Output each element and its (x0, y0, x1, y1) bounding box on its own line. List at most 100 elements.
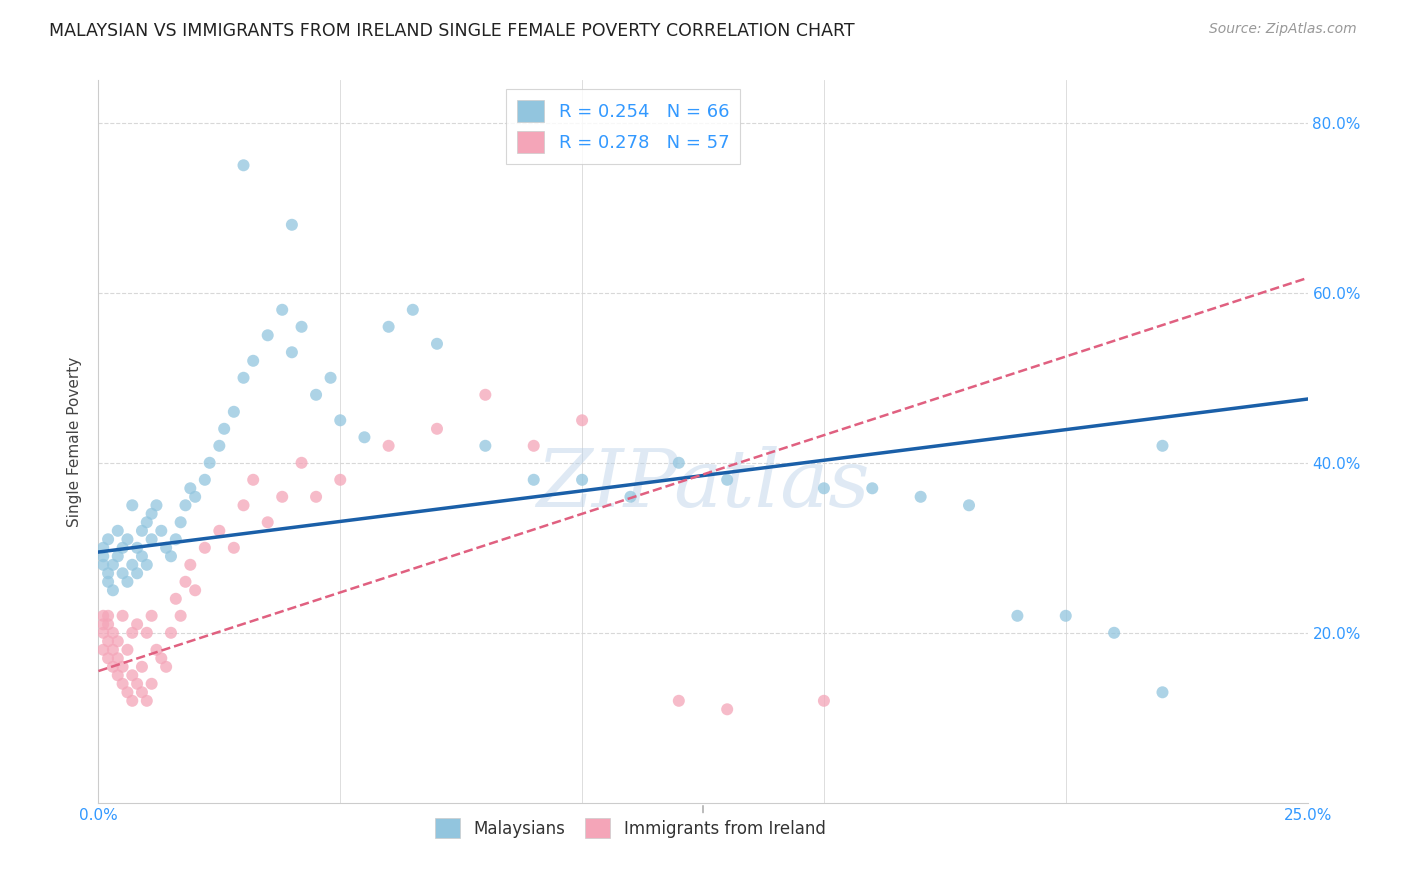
Malaysians (222, 405, 245, 419)
Malaysians (957, 498, 980, 512)
Malaysians (319, 371, 342, 385)
Malaysians (571, 473, 593, 487)
Malaysians (1054, 608, 1077, 623)
Malaysians (194, 473, 217, 487)
Malaysians (426, 336, 449, 351)
Malaysians (474, 439, 496, 453)
Immigrants from Ireland (131, 685, 153, 699)
Immigrants from Ireland (169, 608, 191, 623)
Immigrants from Ireland (101, 642, 124, 657)
Malaysians (111, 566, 134, 581)
Malaysians (97, 566, 120, 581)
Malaysians (101, 558, 124, 572)
Immigrants from Ireland (305, 490, 328, 504)
Immigrants from Ireland (194, 541, 217, 555)
Malaysians (179, 481, 201, 495)
Malaysians (523, 473, 546, 487)
Malaysians (619, 490, 641, 504)
Malaysians (97, 574, 120, 589)
Malaysians (141, 507, 163, 521)
Immigrants from Ireland (97, 608, 120, 623)
Malaysians (91, 541, 114, 555)
Malaysians (402, 302, 425, 317)
Malaysians (212, 422, 235, 436)
Immigrants from Ireland (121, 625, 143, 640)
Text: MALAYSIAN VS IMMIGRANTS FROM IRELAND SINGLE FEMALE POVERTY CORRELATION CHART: MALAYSIAN VS IMMIGRANTS FROM IRELAND SIN… (49, 22, 855, 40)
Malaysians (145, 498, 167, 512)
Immigrants from Ireland (232, 498, 254, 512)
Malaysians (131, 549, 153, 564)
Malaysians (117, 574, 139, 589)
Immigrants from Ireland (107, 668, 129, 682)
Immigrants from Ireland (91, 642, 114, 657)
Immigrants from Ireland (107, 651, 129, 665)
Malaysians (184, 490, 207, 504)
Malaysians (127, 566, 149, 581)
Immigrants from Ireland (165, 591, 187, 606)
Malaysians (91, 558, 114, 572)
Immigrants from Ireland (101, 660, 124, 674)
Immigrants from Ireland (107, 634, 129, 648)
Malaysians (169, 516, 191, 530)
Malaysians (910, 490, 932, 504)
Malaysians (281, 345, 304, 359)
Immigrants from Ireland (91, 617, 114, 632)
Malaysians (121, 558, 143, 572)
Immigrants from Ireland (127, 677, 149, 691)
Malaysians (131, 524, 153, 538)
Malaysians (1152, 685, 1174, 699)
Immigrants from Ireland (117, 685, 139, 699)
Malaysians (256, 328, 278, 343)
Malaysians (1007, 608, 1029, 623)
Malaysians (668, 456, 690, 470)
Malaysians (232, 371, 254, 385)
Immigrants from Ireland (141, 608, 163, 623)
Immigrants from Ireland (121, 668, 143, 682)
Immigrants from Ireland (135, 694, 157, 708)
Immigrants from Ireland (290, 456, 312, 470)
Immigrants from Ireland (271, 490, 294, 504)
Immigrants from Ireland (716, 702, 738, 716)
Malaysians (329, 413, 352, 427)
Immigrants from Ireland (571, 413, 593, 427)
Immigrants from Ireland (474, 388, 496, 402)
Malaysians (281, 218, 304, 232)
Malaysians (111, 541, 134, 555)
Malaysians (135, 516, 157, 530)
Immigrants from Ireland (91, 625, 114, 640)
Immigrants from Ireland (111, 660, 134, 674)
Immigrants from Ireland (117, 642, 139, 657)
Malaysians (155, 541, 177, 555)
Immigrants from Ireland (813, 694, 835, 708)
Immigrants from Ireland (208, 524, 231, 538)
Immigrants from Ireland (242, 473, 264, 487)
Y-axis label: Single Female Poverty: Single Female Poverty (67, 357, 83, 526)
Malaysians (813, 481, 835, 495)
Immigrants from Ireland (184, 583, 207, 598)
Malaysians (135, 558, 157, 572)
Immigrants from Ireland (256, 516, 278, 530)
Immigrants from Ireland (131, 660, 153, 674)
Immigrants from Ireland (97, 634, 120, 648)
Immigrants from Ireland (121, 694, 143, 708)
Immigrants from Ireland (127, 617, 149, 632)
Immigrants from Ireland (150, 651, 173, 665)
Malaysians (160, 549, 183, 564)
Malaysians (165, 533, 187, 547)
Malaysians (208, 439, 231, 453)
Legend: Malaysians, Immigrants from Ireland: Malaysians, Immigrants from Ireland (429, 812, 832, 845)
Malaysians (91, 549, 114, 564)
Immigrants from Ireland (668, 694, 690, 708)
Immigrants from Ireland (160, 625, 183, 640)
Immigrants from Ireland (377, 439, 399, 453)
Malaysians (860, 481, 883, 495)
Malaysians (141, 533, 163, 547)
Immigrants from Ireland (174, 574, 197, 589)
Malaysians (107, 524, 129, 538)
Malaysians (242, 353, 264, 368)
Immigrants from Ireland (91, 608, 114, 623)
Malaysians (198, 456, 221, 470)
Malaysians (117, 533, 139, 547)
Malaysians (290, 319, 312, 334)
Immigrants from Ireland (97, 617, 120, 632)
